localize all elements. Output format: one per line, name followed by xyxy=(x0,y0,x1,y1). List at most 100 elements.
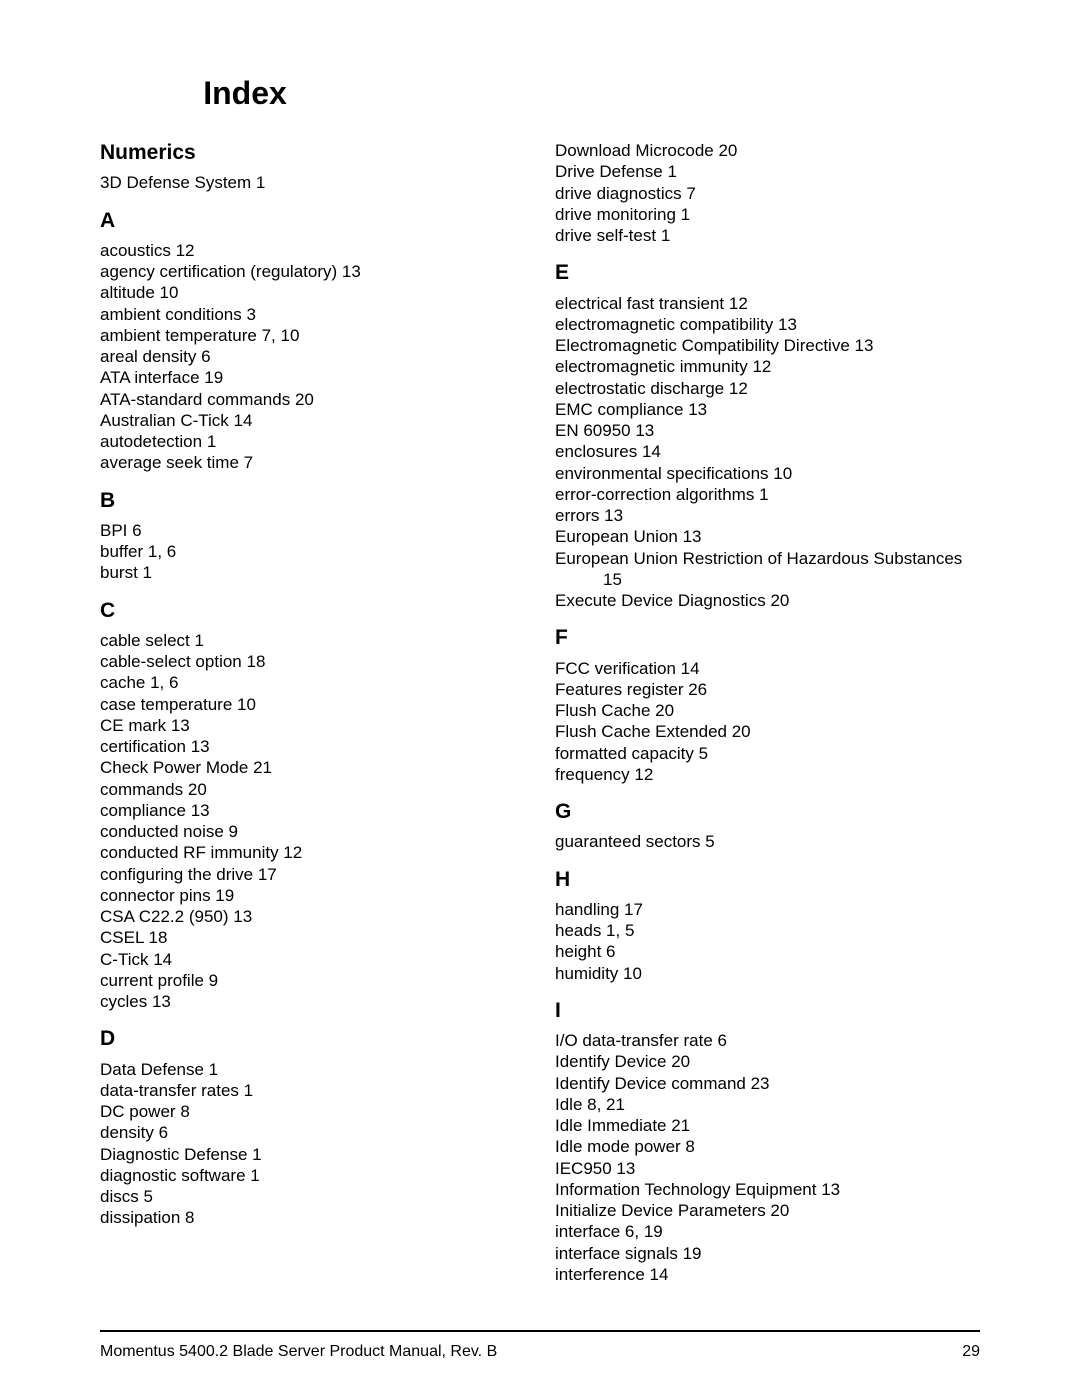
index-entry: agency certification (regulatory) 13 xyxy=(100,261,525,282)
index-pages: 20 xyxy=(714,141,738,160)
index-pages: 12 xyxy=(724,379,748,398)
index-term: conducted RF immunity xyxy=(100,843,279,862)
index-entry: Data Defense 1 xyxy=(100,1059,525,1080)
index-entry: density 6 xyxy=(100,1122,525,1143)
right-column: Download Microcode 20Drive Defense 1driv… xyxy=(555,140,980,1285)
index-pages: 20 xyxy=(183,780,207,799)
index-pages: 6 xyxy=(713,1031,727,1050)
index-pages: 19 xyxy=(200,368,224,387)
index-entry: average seek time 7 xyxy=(100,452,525,473)
index-term: Check Power Mode xyxy=(100,758,248,777)
index-entry: acoustics 12 xyxy=(100,240,525,261)
index-entry: Idle mode power 8 xyxy=(555,1136,980,1157)
index-pages: 20 xyxy=(667,1052,691,1071)
index-term: certification xyxy=(100,737,186,756)
index-entry: cable select 1 xyxy=(100,630,525,651)
index-entry: electromagnetic immunity 12 xyxy=(555,356,980,377)
index-pages: 1 xyxy=(754,485,768,504)
index-term: heads xyxy=(555,921,601,940)
index-term: handling xyxy=(555,900,619,919)
index-term: DC power xyxy=(100,1102,176,1121)
index-pages: 13 xyxy=(166,716,190,735)
index-term: frequency xyxy=(555,765,630,784)
index-entry: error-correction algorithms 1 xyxy=(555,484,980,505)
left-column: Numerics3D Defense System 1Aacoustics 12… xyxy=(100,140,525,1285)
index-pages: 5 xyxy=(139,1187,153,1206)
index-pages: 7, 10 xyxy=(257,326,300,345)
index-term: Execute Device Diagnostics xyxy=(555,591,766,610)
index-entry: drive monitoring 1 xyxy=(555,204,980,225)
index-pages: 13 xyxy=(612,1159,636,1178)
index-pages: 13 xyxy=(816,1180,840,1199)
index-entry: Diagnostic Defense 1 xyxy=(100,1144,525,1165)
index-term: Features register xyxy=(555,680,684,699)
index-entry: electrostatic discharge 12 xyxy=(555,378,980,399)
index-pages: 14 xyxy=(229,411,253,430)
index-pages: 8 xyxy=(681,1137,695,1156)
index-entry: dissipation 8 xyxy=(100,1207,525,1228)
index-term: interface signals xyxy=(555,1244,678,1263)
index-pages: 1 xyxy=(251,173,265,192)
index-entry: Identify Device 20 xyxy=(555,1051,980,1072)
index-pages: 1, 6 xyxy=(143,542,176,561)
index-pages: 13 xyxy=(337,262,361,281)
index-entry: errors 13 xyxy=(555,505,980,526)
index-term: 3D Defense System xyxy=(100,173,251,192)
index-entry: handling 17 xyxy=(555,899,980,920)
index-entry: drive diagnostics 7 xyxy=(555,183,980,204)
index-entry: BPI 6 xyxy=(100,520,525,541)
index-entry: Drive Defense 1 xyxy=(555,161,980,182)
index-term: CSEL xyxy=(100,928,144,947)
index-entry: enclosures 14 xyxy=(555,441,980,462)
index-term: acoustics xyxy=(100,241,171,260)
index-term: drive diagnostics xyxy=(555,184,682,203)
index-term: humidity xyxy=(555,964,618,983)
index-entry: commands 20 xyxy=(100,779,525,800)
index-entry: data-transfer rates 1 xyxy=(100,1080,525,1101)
index-entry: interface signals 19 xyxy=(555,1243,980,1264)
index-pages: 20 xyxy=(766,1201,790,1220)
index-term: ambient conditions xyxy=(100,305,242,324)
index-pages: 14 xyxy=(637,442,661,461)
index-entry: environmental specifications 10 xyxy=(555,463,980,484)
index-term: IEC950 xyxy=(555,1159,612,1178)
index-pages: 1 xyxy=(204,1060,218,1079)
index-entry: areal density 6 xyxy=(100,346,525,367)
index-pages: 10 xyxy=(618,964,642,983)
index-pages: 1, 6 xyxy=(145,673,178,692)
index-entry: FCC verification 14 xyxy=(555,658,980,679)
section-heading: H xyxy=(555,867,980,893)
index-pages: 9 xyxy=(204,971,218,990)
index-entry: Download Microcode 20 xyxy=(555,140,980,161)
index-term: Diagnostic Defense xyxy=(100,1145,247,1164)
index-term: Information Technology Equipment xyxy=(555,1180,816,1199)
index-term: interference xyxy=(555,1265,645,1284)
index-entry: compliance 13 xyxy=(100,800,525,821)
index-entry: Idle Immediate 21 xyxy=(555,1115,980,1136)
index-pages: 14 xyxy=(148,950,172,969)
footer-rule xyxy=(100,1330,980,1332)
index-term: density xyxy=(100,1123,154,1142)
index-term: data-transfer rates xyxy=(100,1081,239,1100)
index-pages: 1 xyxy=(138,563,152,582)
index-pages: 20 xyxy=(290,390,314,409)
index-term: autodetection xyxy=(100,432,202,451)
index-term: Data Defense xyxy=(100,1060,204,1079)
index-entry: guaranteed sectors 5 xyxy=(555,831,980,852)
index-term: environmental specifications xyxy=(555,464,769,483)
index-pages: 20 xyxy=(727,722,751,741)
index-pages: 19 xyxy=(678,1244,702,1263)
index-term: compliance xyxy=(100,801,186,820)
index-pages: 10 xyxy=(769,464,793,483)
index-pages: 7 xyxy=(682,184,696,203)
index-entry: Execute Device Diagnostics 20 xyxy=(555,590,980,611)
index-entry: CE mark 13 xyxy=(100,715,525,736)
index-term: agency certification (regulatory) xyxy=(100,262,337,281)
index-term: current profile xyxy=(100,971,204,990)
section-heading: A xyxy=(100,208,525,234)
index-entry: drive self-test 1 xyxy=(555,225,980,246)
index-pages: 13 xyxy=(186,801,210,820)
index-entry: Flush Cache 20 xyxy=(555,700,980,721)
index-pages: 12 xyxy=(748,357,772,376)
page-title: Index xyxy=(100,75,390,112)
